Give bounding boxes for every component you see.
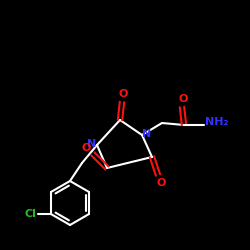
Text: O: O [178,94,188,104]
Text: N: N [88,139,96,149]
Text: NH₂: NH₂ [205,117,229,127]
Text: N: N [142,129,152,139]
Text: O: O [156,178,166,188]
Text: O: O [81,143,91,153]
Text: Cl: Cl [24,209,36,219]
Text: O: O [118,89,128,99]
